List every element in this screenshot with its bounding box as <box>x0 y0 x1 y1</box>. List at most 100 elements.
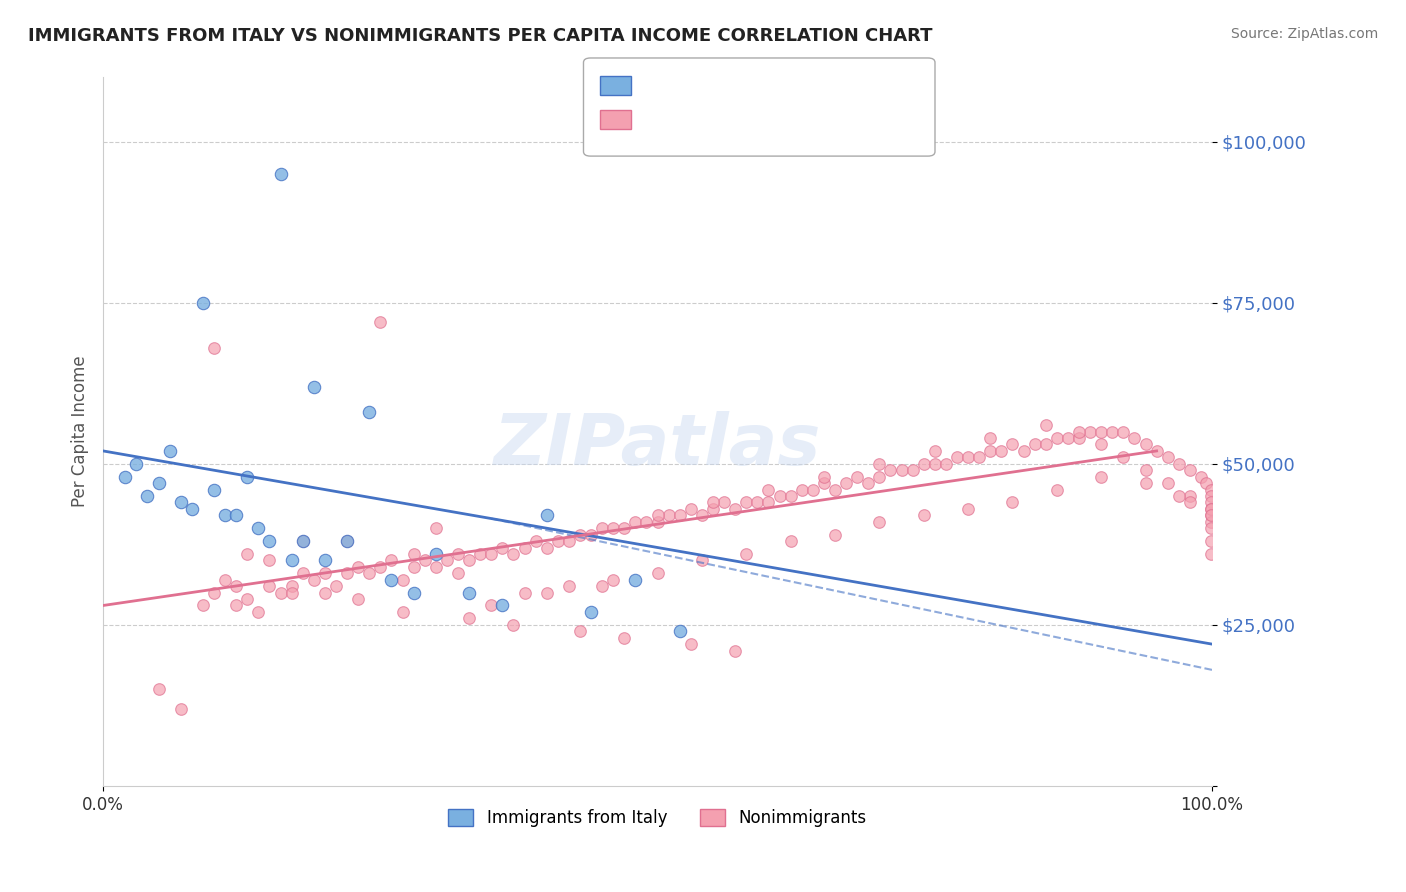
Point <box>1067 431 1090 445</box>
Point <box>291 566 314 581</box>
Point <box>436 553 458 567</box>
Point <box>191 295 214 310</box>
Point <box>336 534 359 549</box>
Point <box>370 315 392 329</box>
Point <box>1199 489 1222 503</box>
Point <box>890 463 912 477</box>
Point <box>314 566 336 581</box>
Point <box>1178 489 1201 503</box>
Point <box>946 450 969 465</box>
Point <box>336 534 359 549</box>
Point <box>779 489 801 503</box>
Point <box>359 405 381 419</box>
Point <box>214 508 236 523</box>
Point <box>291 534 314 549</box>
Point <box>136 489 159 503</box>
Point <box>370 559 392 574</box>
Point <box>259 534 281 549</box>
Point <box>280 585 302 599</box>
Point <box>1012 444 1035 458</box>
Point <box>912 508 935 523</box>
Point <box>391 573 413 587</box>
Point <box>114 469 136 483</box>
Point <box>1135 463 1157 477</box>
Point <box>202 585 225 599</box>
Point <box>402 559 425 574</box>
Point <box>1001 495 1024 509</box>
Point <box>180 502 202 516</box>
Point <box>1090 469 1112 483</box>
Point <box>380 573 402 587</box>
Point <box>159 444 181 458</box>
Point <box>380 553 402 567</box>
Point <box>1024 437 1046 451</box>
Point <box>458 553 481 567</box>
Point <box>735 495 758 509</box>
Point <box>491 599 513 613</box>
Point <box>1157 476 1180 491</box>
Point <box>1123 431 1146 445</box>
Y-axis label: Per Capita Income: Per Capita Income <box>72 356 89 508</box>
Point <box>259 579 281 593</box>
Point <box>979 444 1001 458</box>
Point <box>524 534 547 549</box>
Point <box>270 167 292 181</box>
Point <box>957 450 980 465</box>
Point <box>658 508 681 523</box>
Point <box>402 585 425 599</box>
Point <box>1199 534 1222 549</box>
Point <box>702 495 724 509</box>
Point <box>1199 508 1222 523</box>
Point <box>1199 515 1222 529</box>
Point <box>236 469 259 483</box>
Point <box>425 521 447 535</box>
Point <box>447 547 470 561</box>
Point <box>302 573 325 587</box>
Point <box>1078 425 1101 439</box>
Text: ZIPatlas: ZIPatlas <box>494 411 821 480</box>
Point <box>868 457 890 471</box>
Point <box>613 521 636 535</box>
Point <box>602 521 624 535</box>
Point <box>758 483 780 497</box>
Point <box>591 521 613 535</box>
Point <box>470 547 492 561</box>
Point <box>768 489 790 503</box>
Point <box>236 547 259 561</box>
Point <box>247 521 270 535</box>
Point <box>967 450 990 465</box>
Point <box>824 483 846 497</box>
Point <box>690 508 713 523</box>
Point <box>579 605 602 619</box>
Point <box>1199 521 1222 535</box>
Point <box>724 643 747 657</box>
Point <box>679 637 702 651</box>
Point <box>747 495 769 509</box>
Point <box>647 515 669 529</box>
Point <box>170 701 193 715</box>
Point <box>336 566 359 581</box>
Point <box>502 547 524 561</box>
Point <box>868 515 890 529</box>
Point <box>1112 450 1135 465</box>
Point <box>359 566 381 581</box>
Point <box>191 599 214 613</box>
Point <box>924 457 946 471</box>
Point <box>868 469 890 483</box>
Point <box>1189 469 1212 483</box>
Point <box>314 585 336 599</box>
Text: Source: ZipAtlas.com: Source: ZipAtlas.com <box>1230 27 1378 41</box>
Point <box>479 599 502 613</box>
Point <box>1135 476 1157 491</box>
Text: N =: N = <box>752 77 792 95</box>
Point <box>1001 437 1024 451</box>
Point <box>236 592 259 607</box>
Point <box>536 585 558 599</box>
Point <box>758 495 780 509</box>
Point <box>790 483 813 497</box>
Point <box>1046 483 1069 497</box>
Point <box>579 527 602 541</box>
Point <box>924 444 946 458</box>
Point <box>513 541 536 555</box>
Point <box>447 566 470 581</box>
